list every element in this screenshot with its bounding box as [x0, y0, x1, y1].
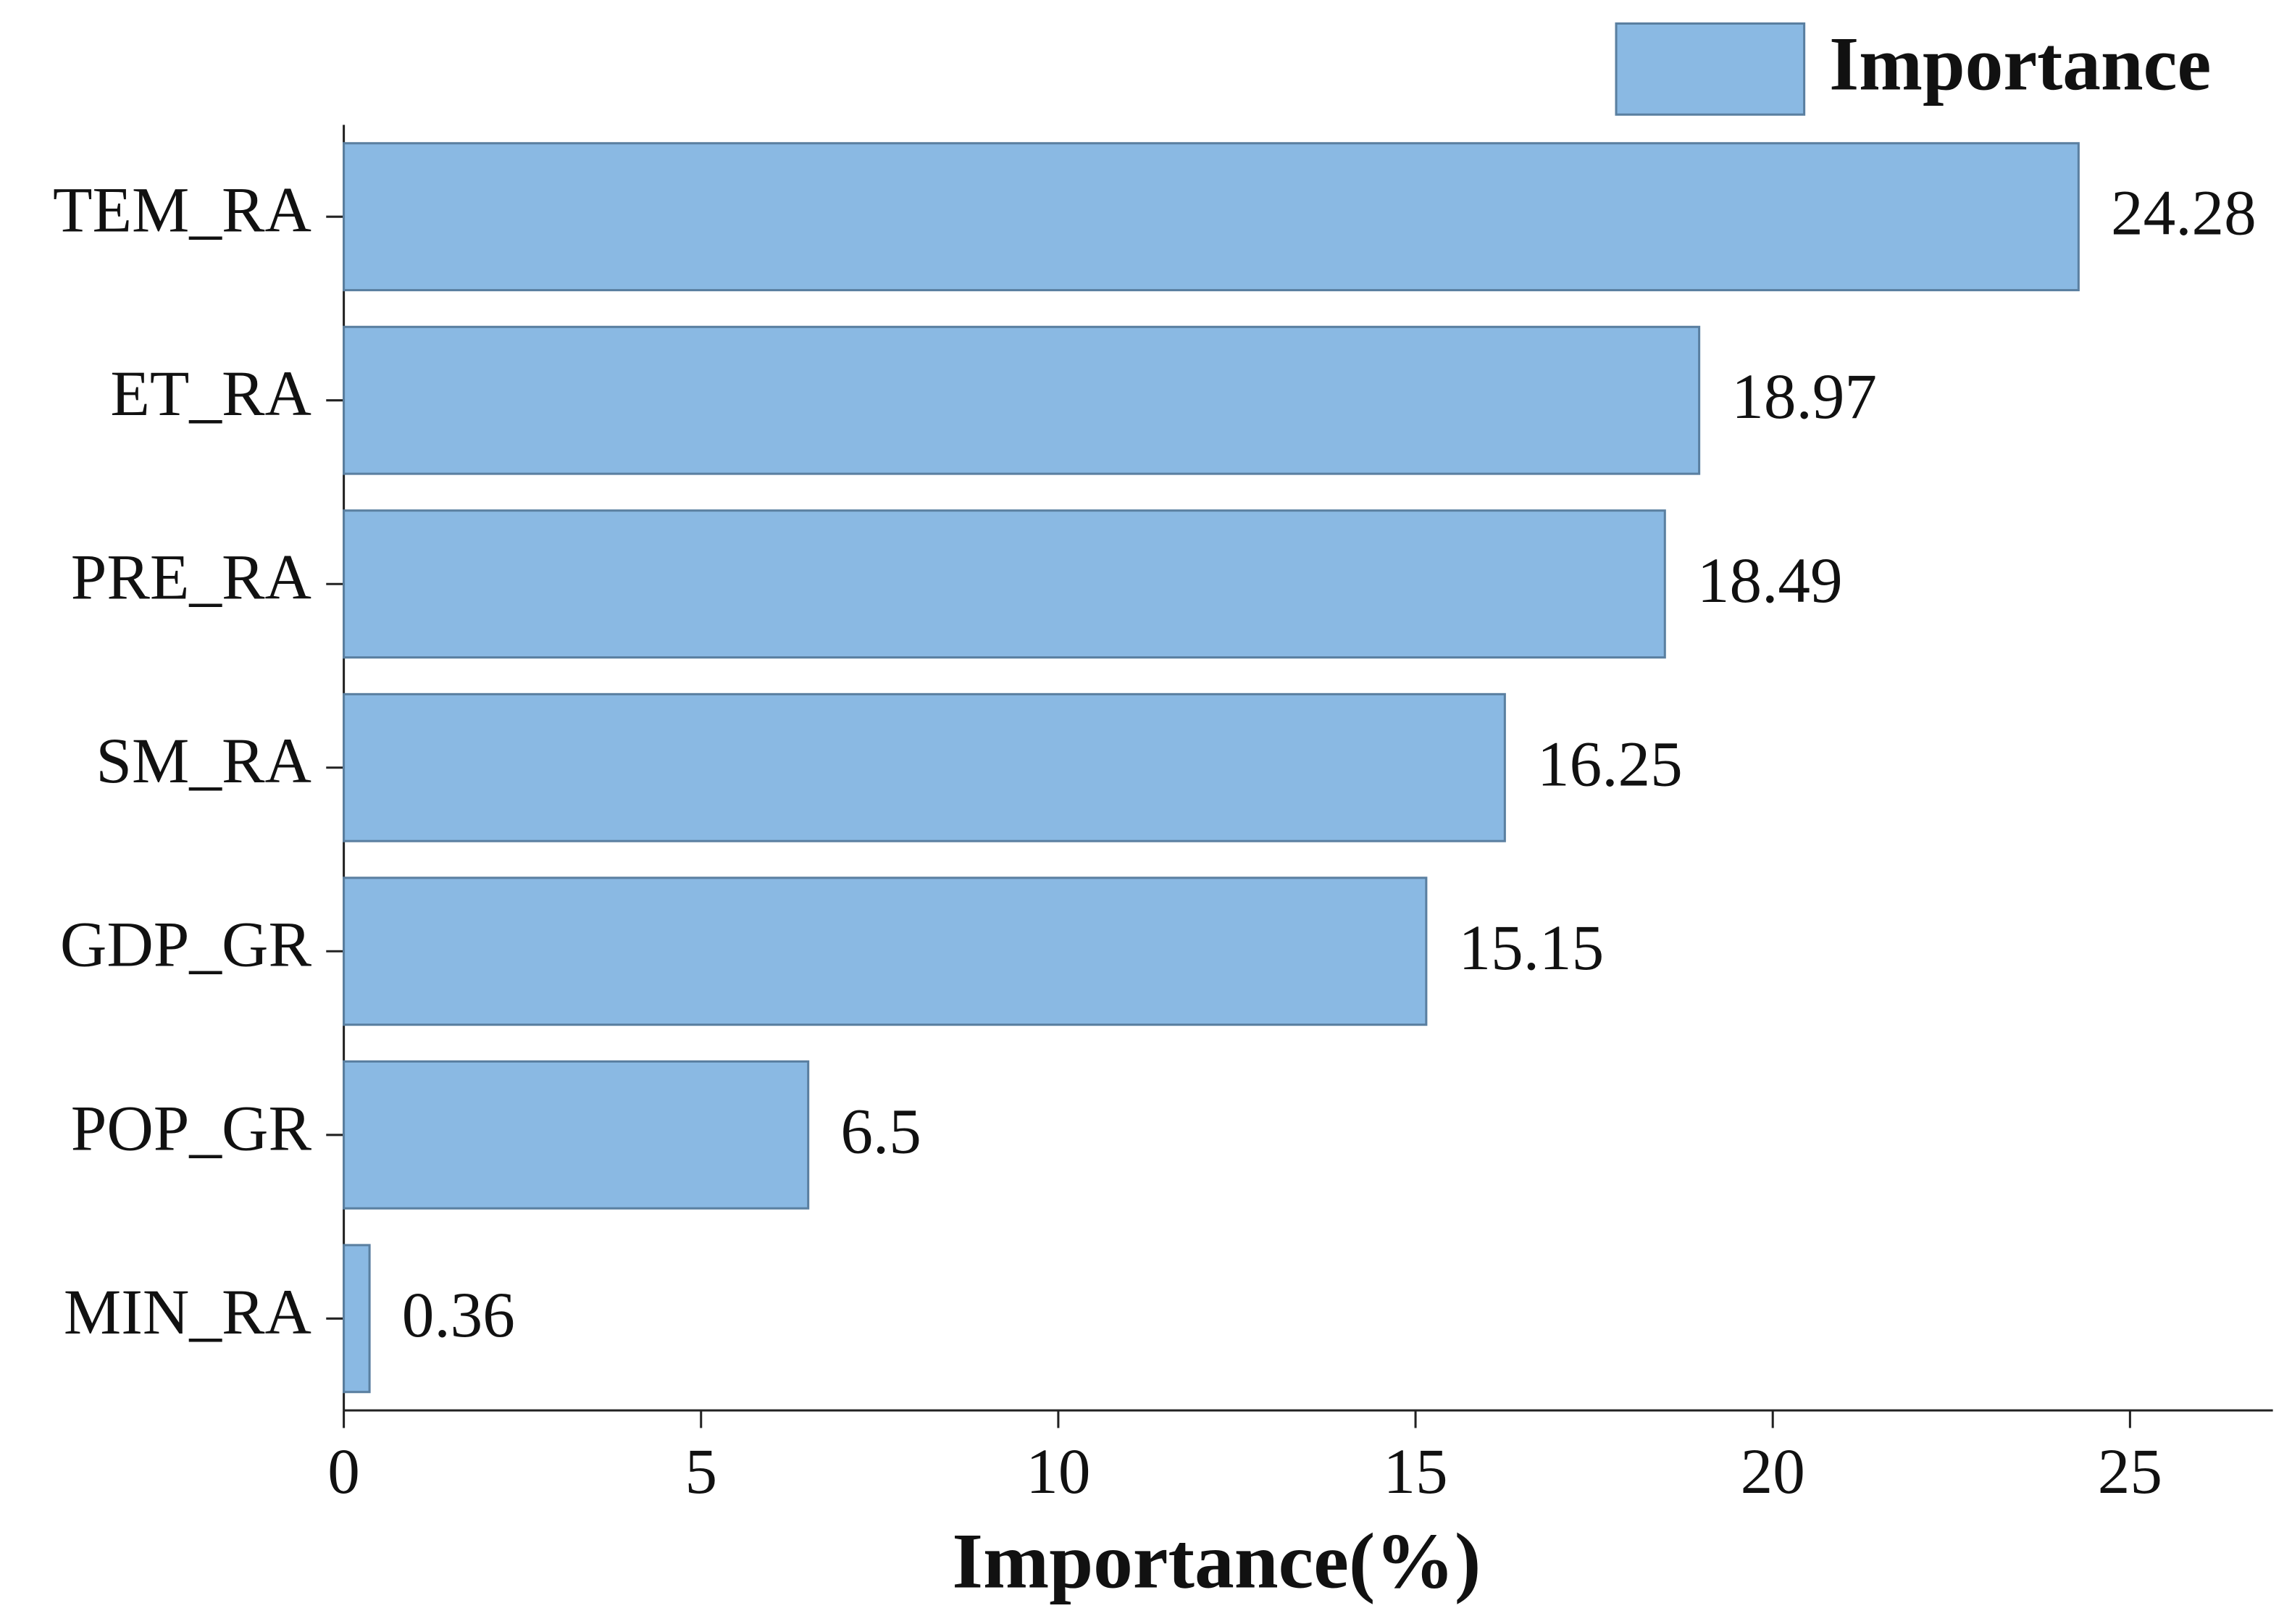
value-label: 15.15 — [1458, 912, 1604, 984]
value-label: 18.97 — [1731, 361, 1877, 432]
bar — [343, 325, 1701, 475]
value-label: 16.25 — [1537, 728, 1683, 800]
value-label: 0.36 — [402, 1279, 515, 1351]
x-tick-label: 5 — [685, 1436, 717, 1507]
bar — [343, 1244, 371, 1394]
y-tick-label: SM_RA — [96, 725, 311, 797]
y-tick-label: PRE_RA — [71, 542, 311, 614]
legend-label: Importance — [1829, 22, 2211, 106]
bar — [343, 509, 1666, 659]
x-tick-label: 15 — [1383, 1436, 1447, 1507]
x-tick-label: 20 — [1741, 1436, 1805, 1507]
bar — [343, 142, 2080, 292]
x-axis-title: Importance(%) — [952, 1516, 1481, 1604]
legend-swatch — [1615, 22, 1806, 116]
value-label: 6.5 — [840, 1095, 921, 1167]
value-label: 24.28 — [2111, 177, 2257, 249]
bar — [343, 876, 1428, 1026]
x-tick-label: 25 — [2098, 1436, 2162, 1507]
bar — [343, 1060, 810, 1210]
y-tick-label: MIN_RA — [64, 1276, 311, 1348]
y-tick-label: ET_RA — [110, 358, 311, 430]
x-tick-label: 0 — [327, 1436, 360, 1507]
value-label: 18.49 — [1697, 545, 1843, 616]
bar — [343, 692, 1506, 842]
y-tick-label: POP_GR — [71, 1092, 312, 1164]
y-tick-label: TEM_RA — [53, 175, 311, 246]
x-tick-label: 10 — [1026, 1436, 1090, 1507]
y-tick-label: GDP_GR — [60, 909, 312, 981]
